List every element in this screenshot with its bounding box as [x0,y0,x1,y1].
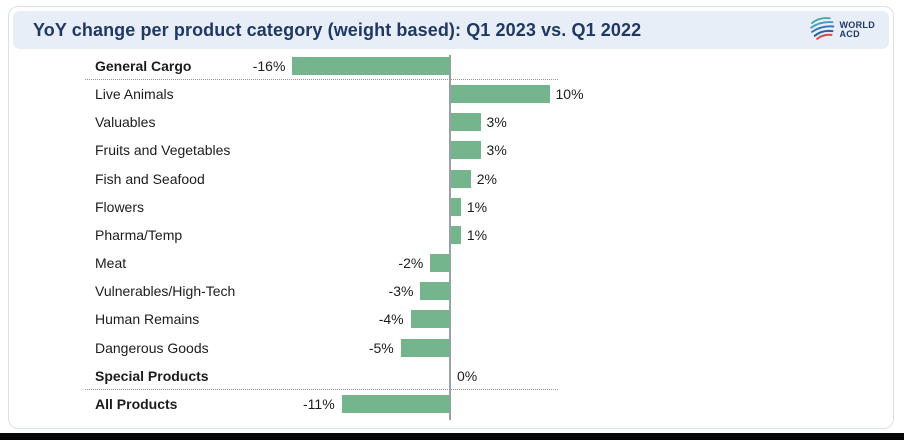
category-label: Live Animals [95,86,174,103]
logo-line1: WORLD [839,20,875,30]
value-bar [451,169,471,188]
value-label: 3% [486,142,507,159]
value-bar [451,225,461,244]
value-label: -5% [368,339,394,356]
value-bar [430,254,450,273]
category-label: Fish and Seafood [95,170,205,187]
zero-axis-line [449,55,451,420]
category-label: Human Remains [95,311,200,328]
value-label: 2% [476,170,497,187]
category-label: General Cargo [95,58,192,74]
value-label: -11% [303,395,335,412]
category-label: Fruits and Vegetables [95,142,231,159]
category-row: Valuables 3% [0,108,904,136]
value-bar [451,141,481,160]
value-bar [451,113,481,132]
value-bar [400,338,450,357]
value-bar [341,394,450,413]
value-label: -16% [252,58,286,74]
row-separator [85,388,558,390]
value-label: 0% [457,367,478,384]
category-label: Vulnerables/High-Tech [95,283,236,300]
value-label: 3% [486,114,507,131]
chart-title: YoY change per product category (weight … [33,19,642,40]
value-bar [420,282,450,301]
category-row: Special Products 0% [0,362,904,390]
category-row: Fish and Seafood 2% [0,165,904,193]
category-row: Human Remains -4% [0,305,904,333]
value-label: 1% [466,198,488,215]
category-row: General Cargo -16% [0,52,904,80]
category-label: All Products [95,395,178,412]
value-label: -4% [378,311,404,328]
category-row: Flowers 1% [0,193,904,221]
worldacd-logo: WORLD ACD [808,14,876,47]
row-separator [85,79,558,81]
category-label: Meat [95,255,127,272]
category-row: Dangerous Goods -5% [0,334,904,362]
category-label: Flowers [95,198,145,215]
category-row: Fruits and Vegetables 3% [0,136,904,164]
value-label: -3% [388,283,414,300]
globe-lines-icon [808,14,836,47]
header-band: YoY change per product category (weight … [13,11,889,49]
category-row: Meat -2% [0,249,904,277]
category-row: Pharma/Temp 1% [0,221,904,249]
category-label: Pharma/Temp [95,226,183,243]
category-row: Vulnerables/High-Tech -3% [0,277,904,305]
category-row: Live Animals 10% [0,80,904,108]
category-label: Valuables [95,114,156,131]
category-label: Dangerous Goods [95,339,209,356]
category-label: Special Products [95,367,209,384]
logo-text: WORLD ACD [840,21,876,39]
value-label: 1% [466,226,488,243]
category-row: All Products -11% [0,390,904,418]
value-label: 10% [555,86,584,103]
value-bar [451,197,461,216]
value-bar [451,85,550,104]
logo-line2: ACD [839,29,860,39]
value-label: -2% [398,255,424,272]
chart-area: General Cargo -16% Live Animals 10% Valuable… [0,52,904,422]
chart-card: YoY change per product category (weight … [8,6,894,429]
value-bar [410,310,450,329]
window-bottom-edge [0,433,904,440]
value-bar [292,57,450,75]
